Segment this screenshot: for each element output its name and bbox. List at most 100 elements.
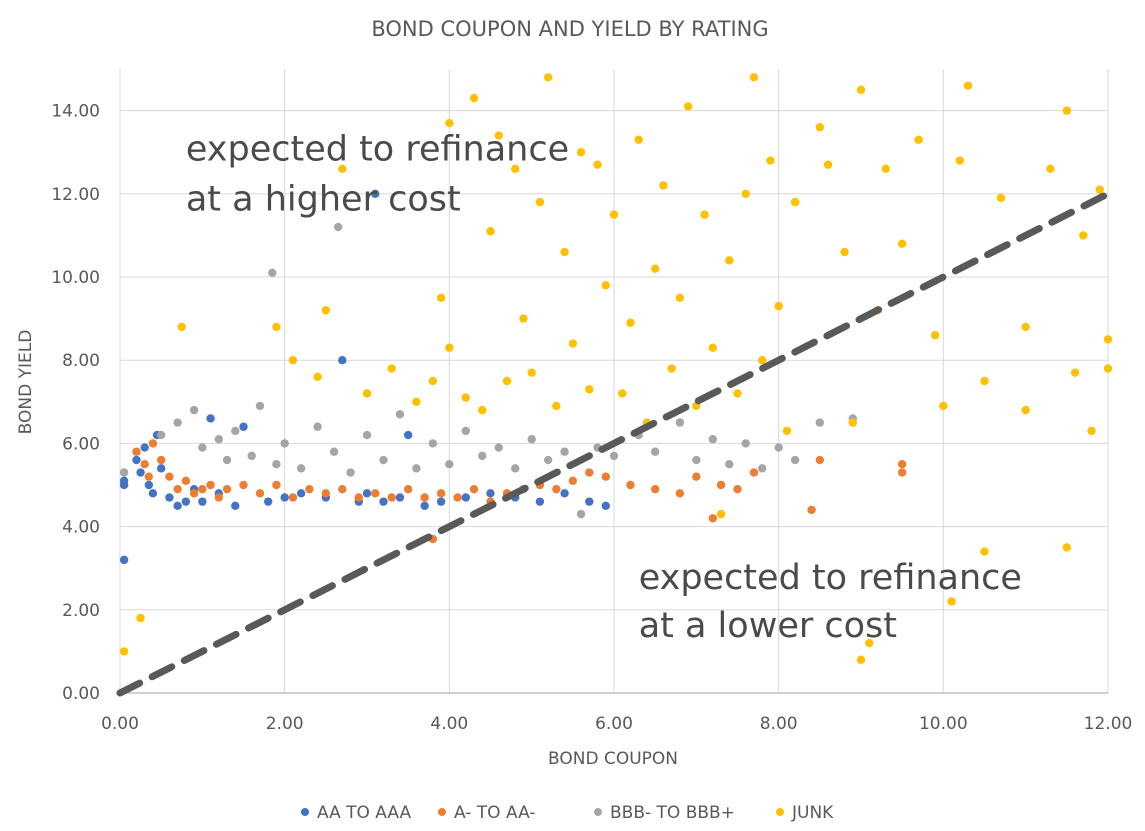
data-point xyxy=(165,472,174,481)
data-point xyxy=(173,501,182,510)
data-point xyxy=(667,364,676,373)
data-point xyxy=(535,497,545,506)
data-point xyxy=(255,401,265,411)
data-point xyxy=(403,430,413,440)
data-point xyxy=(881,164,890,174)
data-point xyxy=(239,422,248,431)
data-point xyxy=(733,389,742,398)
data-point xyxy=(758,464,767,473)
data-point xyxy=(354,493,363,502)
data-point xyxy=(947,597,956,606)
data-point xyxy=(379,497,388,506)
data-point xyxy=(568,339,578,348)
data-point xyxy=(144,472,154,481)
data-point xyxy=(362,389,372,398)
data-point xyxy=(650,264,660,273)
data-point xyxy=(198,484,207,494)
data-point xyxy=(445,460,454,469)
data-point xyxy=(469,93,479,103)
chart-title: BOND COUPON AND YIELD BY RATING xyxy=(371,17,768,41)
data-point xyxy=(140,460,149,469)
data-point xyxy=(996,193,1006,203)
data-point xyxy=(189,405,199,415)
y-axis-label: BOND YIELD xyxy=(16,330,36,435)
data-point xyxy=(576,148,586,157)
annotations: expected to refinance at a higher cost exp… xyxy=(186,130,1022,646)
data-point xyxy=(733,484,742,494)
data-point xyxy=(914,135,923,144)
data-point xyxy=(132,447,141,456)
data-point xyxy=(708,435,717,444)
x-tick-label: 10.00 xyxy=(919,714,968,734)
data-point xyxy=(675,293,685,302)
data-point xyxy=(650,484,660,494)
data-point xyxy=(272,322,281,332)
x-tick-label: 8.00 xyxy=(760,714,798,734)
data-point xyxy=(856,655,866,664)
data-point xyxy=(338,484,347,494)
data-point xyxy=(231,501,240,510)
data-point xyxy=(119,555,129,565)
data-point xyxy=(1095,185,1104,194)
data-point xyxy=(1103,364,1113,373)
y-tick-label: 12.00 xyxy=(51,185,100,205)
data-point xyxy=(445,118,454,128)
data-point xyxy=(296,464,306,473)
data-point xyxy=(222,484,232,494)
reference-line xyxy=(116,190,1112,697)
data-point xyxy=(453,493,462,502)
data-point xyxy=(214,493,223,502)
data-point xyxy=(362,430,372,440)
annotation-text: expected to refinance xyxy=(639,558,1022,598)
data-point xyxy=(560,489,569,498)
data-point xyxy=(585,468,594,477)
data-point xyxy=(119,468,129,477)
data-point xyxy=(144,480,154,490)
legend-label: BBB- TO BBB+ xyxy=(610,803,735,823)
legend: AA TO AAA A- TO AA- BBB- TO BBB+ JUNK xyxy=(301,803,834,823)
data-point xyxy=(395,410,405,419)
series-a-to-aa xyxy=(132,439,907,544)
data-point xyxy=(181,476,191,486)
data-point xyxy=(420,493,429,502)
legend-marker xyxy=(438,808,446,816)
data-point xyxy=(436,489,446,498)
x-tick-label: 12.00 xyxy=(1084,714,1133,734)
data-point xyxy=(272,480,281,490)
data-point xyxy=(790,197,800,207)
data-point xyxy=(543,73,553,82)
data-point xyxy=(897,468,907,477)
y-tick-label: 8.00 xyxy=(62,351,100,371)
data-point xyxy=(222,455,232,465)
data-point xyxy=(280,439,289,448)
data-point xyxy=(428,439,438,448)
data-point xyxy=(255,489,265,498)
data-point xyxy=(708,514,717,523)
data-point xyxy=(1021,322,1030,332)
data-point xyxy=(749,468,759,477)
data-point xyxy=(634,135,643,144)
data-point xyxy=(848,418,857,427)
x-tick-label: 4.00 xyxy=(430,714,468,734)
data-point xyxy=(560,247,569,257)
data-point xyxy=(148,489,158,498)
data-point xyxy=(1070,368,1080,377)
data-point xyxy=(626,480,635,490)
data-point xyxy=(675,418,685,427)
data-point xyxy=(338,164,347,174)
y-tick-label: 6.00 xyxy=(62,434,100,454)
data-point xyxy=(1079,231,1088,240)
data-point xyxy=(206,414,215,423)
data-point xyxy=(659,181,668,190)
data-point xyxy=(362,489,372,498)
data-point xyxy=(955,156,964,165)
legend-label: A- TO AA- xyxy=(454,803,535,823)
data-point xyxy=(231,426,240,436)
data-point xyxy=(815,455,825,465)
data-point xyxy=(930,331,940,340)
data-point xyxy=(173,484,182,494)
data-point xyxy=(132,455,141,465)
y-tick-label: 2.00 xyxy=(62,601,100,621)
x-tick-label: 2.00 xyxy=(266,714,304,734)
